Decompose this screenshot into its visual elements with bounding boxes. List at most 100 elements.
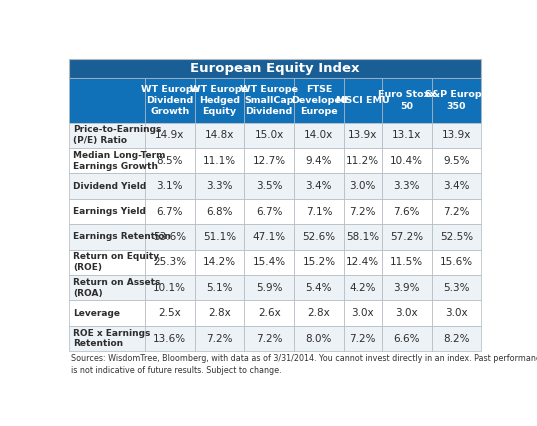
Text: Price-to-Earnings
(P/E) Ratio: Price-to-Earnings (P/E) Ratio — [74, 125, 162, 145]
Text: 52.5%: 52.5% — [440, 232, 473, 242]
Text: 53.6%: 53.6% — [153, 232, 186, 242]
Text: 2.8x: 2.8x — [308, 308, 330, 318]
Bar — [432, 224, 481, 250]
Text: Dividend Yield: Dividend Yield — [74, 181, 147, 191]
Bar — [145, 250, 194, 275]
Bar — [145, 78, 194, 123]
Text: 25.3%: 25.3% — [153, 257, 186, 268]
Bar — [432, 326, 481, 351]
Bar — [344, 326, 382, 351]
Text: 2.8x: 2.8x — [208, 308, 231, 318]
Bar — [432, 173, 481, 199]
Bar — [145, 275, 194, 300]
Text: WT Europe
Dividend
Growth: WT Europe Dividend Growth — [141, 85, 199, 116]
Bar — [194, 224, 244, 250]
Text: S&P Europe
350: S&P Europe 350 — [425, 90, 488, 110]
Bar — [244, 148, 294, 173]
Bar — [294, 199, 344, 224]
Text: 3.0x: 3.0x — [395, 308, 418, 318]
Text: 58.1%: 58.1% — [346, 232, 379, 242]
Bar — [344, 224, 382, 250]
Bar — [382, 326, 432, 351]
Text: 14.0x: 14.0x — [304, 130, 333, 140]
Text: European Equity Index: European Equity Index — [191, 62, 360, 75]
Text: 3.4%: 3.4% — [443, 181, 470, 191]
Text: 11.1%: 11.1% — [203, 156, 236, 166]
Text: Earnings Retention: Earnings Retention — [74, 233, 171, 242]
Bar — [294, 173, 344, 199]
Bar — [432, 78, 481, 123]
Text: 14.2%: 14.2% — [203, 257, 236, 268]
Bar — [194, 300, 244, 326]
Text: 13.6%: 13.6% — [153, 334, 186, 343]
Bar — [145, 123, 194, 148]
Text: Sources: WisdomTree, Bloomberg, with data as of 3/31/2014. You cannot invest dir: Sources: WisdomTree, Bloomberg, with dat… — [71, 354, 537, 375]
Text: 3.1%: 3.1% — [156, 181, 183, 191]
Text: 47.1%: 47.1% — [252, 232, 286, 242]
Bar — [344, 199, 382, 224]
Bar — [294, 275, 344, 300]
Bar — [69, 224, 145, 250]
Bar — [344, 250, 382, 275]
Bar — [382, 224, 432, 250]
Text: 6.7%: 6.7% — [256, 207, 282, 216]
Bar — [69, 275, 145, 300]
Text: 14.9x: 14.9x — [155, 130, 184, 140]
Text: 5.3%: 5.3% — [443, 283, 470, 293]
Bar — [194, 275, 244, 300]
Bar — [145, 326, 194, 351]
Text: Return on Equity
(ROE): Return on Equity (ROE) — [74, 253, 159, 272]
Text: 6.6%: 6.6% — [394, 334, 420, 343]
Text: 2.6x: 2.6x — [258, 308, 280, 318]
Text: 15.2%: 15.2% — [302, 257, 336, 268]
Bar — [344, 148, 382, 173]
Bar — [344, 173, 382, 199]
Bar — [145, 300, 194, 326]
Text: 6.8%: 6.8% — [206, 207, 233, 216]
Text: 8.0%: 8.0% — [306, 334, 332, 343]
Text: 7.2%: 7.2% — [206, 334, 233, 343]
Text: 3.0%: 3.0% — [350, 181, 376, 191]
Bar — [244, 173, 294, 199]
Text: 10.1%: 10.1% — [153, 283, 186, 293]
Text: 6.7%: 6.7% — [156, 207, 183, 216]
Bar — [382, 148, 432, 173]
Bar — [432, 275, 481, 300]
Bar — [69, 199, 145, 224]
Text: ROE x Earnings
Retention: ROE x Earnings Retention — [74, 329, 151, 348]
Text: 8.2%: 8.2% — [443, 334, 470, 343]
Bar — [69, 59, 481, 78]
Bar — [382, 123, 432, 148]
Bar — [294, 123, 344, 148]
Text: 9.4%: 9.4% — [306, 156, 332, 166]
Text: 3.0x: 3.0x — [351, 308, 374, 318]
Text: 7.1%: 7.1% — [306, 207, 332, 216]
Text: 3.4%: 3.4% — [306, 181, 332, 191]
Bar — [244, 199, 294, 224]
Bar — [69, 300, 145, 326]
Text: WT Europe
Hedged
Equity: WT Europe Hedged Equity — [191, 85, 249, 116]
Bar — [244, 326, 294, 351]
Text: Euro Stoxx
50: Euro Stoxx 50 — [378, 90, 436, 110]
Bar — [344, 123, 382, 148]
Text: 7.2%: 7.2% — [350, 334, 376, 343]
Bar — [294, 78, 344, 123]
Text: 9.5%: 9.5% — [443, 156, 470, 166]
Bar — [194, 78, 244, 123]
Bar — [145, 199, 194, 224]
Text: Leverage: Leverage — [74, 309, 120, 318]
Bar — [294, 326, 344, 351]
Bar — [294, 148, 344, 173]
Text: 52.6%: 52.6% — [302, 232, 336, 242]
Text: 5.9%: 5.9% — [256, 283, 282, 293]
Bar — [194, 199, 244, 224]
Bar — [69, 173, 145, 199]
Text: 13.9x: 13.9x — [348, 130, 378, 140]
Text: 10.4%: 10.4% — [390, 156, 423, 166]
Bar — [69, 326, 145, 351]
Bar — [344, 275, 382, 300]
Bar — [344, 78, 382, 123]
Text: Median Long-Term
Earnings Growth: Median Long-Term Earnings Growth — [74, 151, 166, 170]
Text: 3.9%: 3.9% — [394, 283, 420, 293]
Bar — [69, 148, 145, 173]
